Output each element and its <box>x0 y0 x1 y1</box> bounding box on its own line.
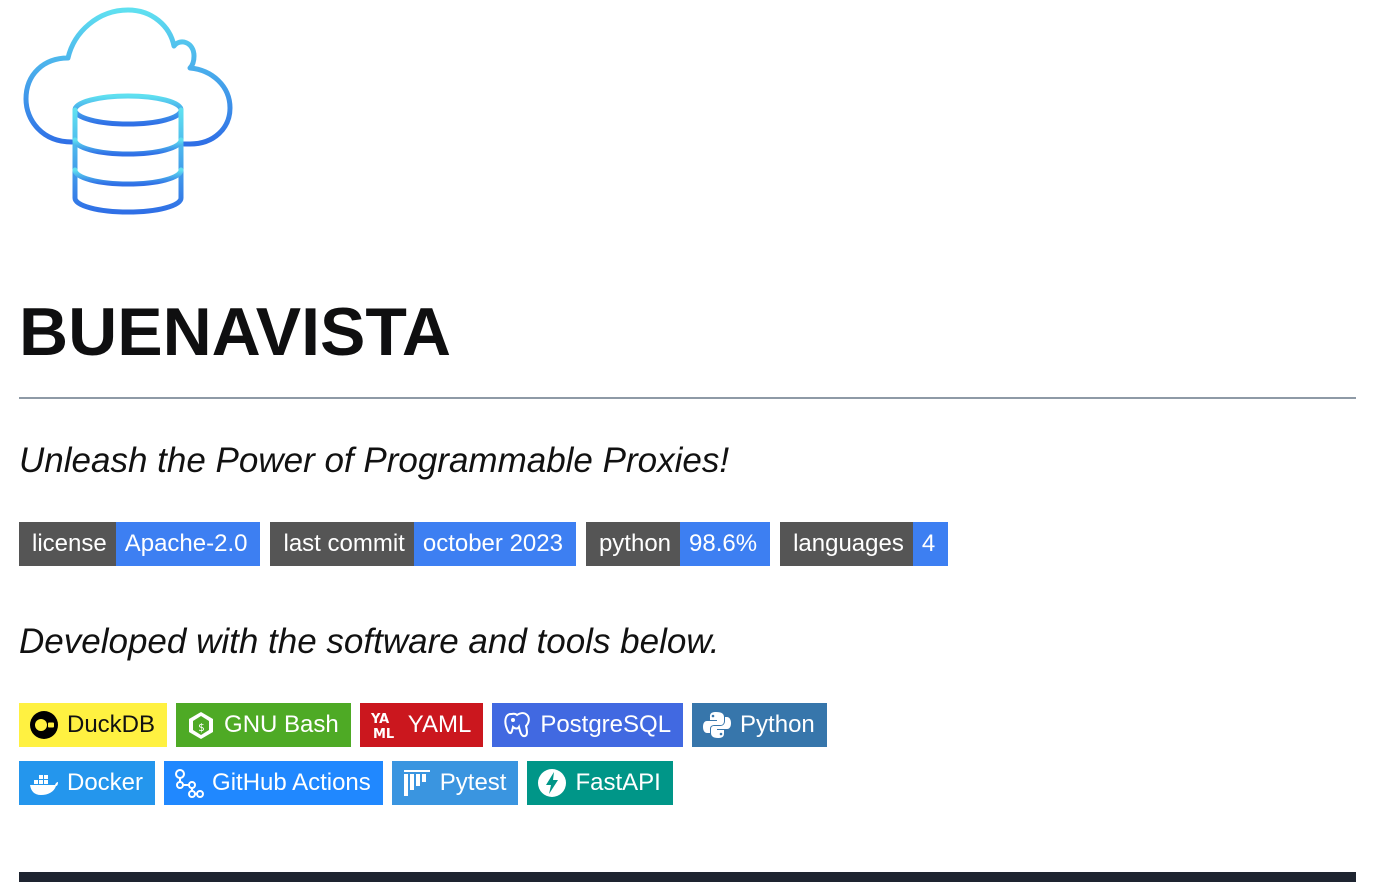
tool-label: PostgreSQL <box>540 711 672 738</box>
tool-badge-gnu-bash[interactable]: $ GNU Bash <box>176 703 351 747</box>
fastapi-icon <box>537 768 567 798</box>
cloud-database-icon <box>23 7 233 215</box>
svg-text:ML: ML <box>373 727 394 740</box>
pytest-icon <box>402 768 432 798</box>
bottom-divider <box>19 872 1356 882</box>
tools-heading: Developed with the software and tools be… <box>19 622 720 661</box>
tool-label: Docker <box>67 769 144 796</box>
duckdb-icon <box>29 710 59 740</box>
tool-badge-yaml[interactable]: YA ML YAML <box>359 703 484 747</box>
license-badge[interactable]: license Apache-2.0 <box>19 522 261 566</box>
tool-label: FastAPI <box>575 769 661 796</box>
postgresql-icon <box>502 710 532 740</box>
svg-text:YA: YA <box>370 712 389 727</box>
tool-label: Pytest <box>439 769 507 796</box>
badge-value: 4 <box>912 522 949 566</box>
tool-label: DuckDB <box>67 711 156 738</box>
python-icon <box>702 710 732 740</box>
tool-badge-pytest[interactable]: Pytest <box>391 761 519 805</box>
tool-label: GNU Bash <box>224 711 339 738</box>
python-percent-badge[interactable]: python 98.6% <box>585 522 771 566</box>
tool-label: YAML <box>407 711 472 738</box>
tools-row-2: Docker GitHub Actions Pytest FastAPI <box>19 761 673 805</box>
page-title: BUENAVISTA <box>19 294 451 370</box>
badge-label: python <box>585 522 681 566</box>
badge-label: last commit <box>270 522 414 566</box>
badge-label: languages <box>780 522 913 566</box>
github-actions-icon <box>174 768 205 798</box>
tool-badge-github-actions[interactable]: GitHub Actions <box>164 761 383 805</box>
last-commit-badge[interactable]: last commit october 2023 <box>270 522 576 566</box>
tools-row-1: DuckDB $ GNU Bash YA ML YAML PostgreSQL P… <box>19 703 827 747</box>
tool-badge-duckdb[interactable]: DuckDB <box>19 703 168 747</box>
bash-icon: $ <box>186 710 216 740</box>
yaml-icon: YA ML <box>370 710 400 740</box>
tool-label: Python <box>740 711 815 738</box>
meta-badges: license Apache-2.0 last commit october 2… <box>19 522 949 566</box>
tool-badge-postgresql[interactable]: PostgreSQL <box>492 703 684 747</box>
badge-value: 98.6% <box>680 522 771 566</box>
tagline: Unleash the Power of Programmable Proxie… <box>19 441 730 480</box>
badge-value: october 2023 <box>413 522 576 566</box>
title-divider <box>19 397 1356 399</box>
docker-icon <box>29 768 59 798</box>
tool-label: GitHub Actions <box>212 769 371 796</box>
badge-value: Apache-2.0 <box>115 522 261 566</box>
tool-badge-python[interactable]: Python <box>692 703 827 747</box>
tool-badge-docker[interactable]: Docker <box>19 761 156 805</box>
tool-badge-fastapi[interactable]: FastAPI <box>527 761 673 805</box>
svg-text:$: $ <box>198 721 205 734</box>
badge-label: license <box>19 522 116 566</box>
languages-badge[interactable]: languages 4 <box>780 522 949 566</box>
